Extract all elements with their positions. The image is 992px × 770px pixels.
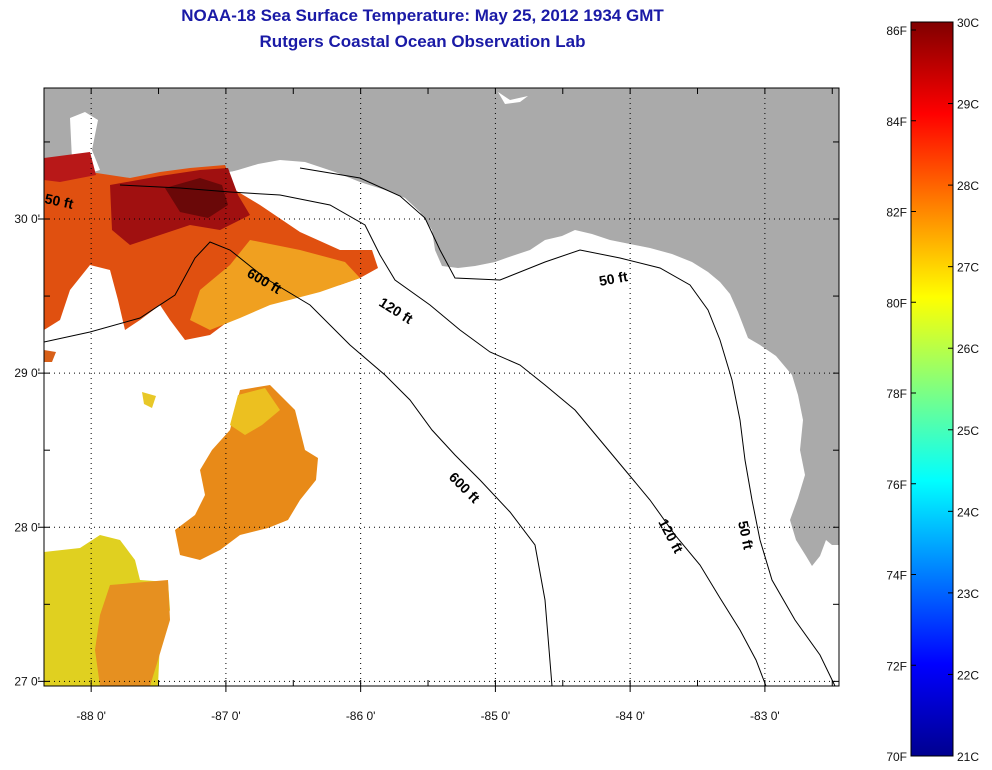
sst-patch-offshore-central-yellow xyxy=(230,388,280,435)
colorbar-label-c: 25C xyxy=(957,424,979,438)
lat-tick-label: 30 0' xyxy=(14,212,40,226)
colorbar xyxy=(910,21,954,757)
contour-600ft xyxy=(44,241,553,686)
map-frame xyxy=(43,87,840,687)
colorbar-label-c: 23C xyxy=(957,587,979,601)
sst-patch-west-coast xyxy=(44,152,96,182)
colorbar-label-c: 29C xyxy=(957,98,979,112)
colorbar-label-f: 70F xyxy=(886,750,907,764)
land-mass xyxy=(44,88,839,566)
lat-tick-label: 27 0' xyxy=(14,674,40,688)
contour-label-50ft-south: 50 ft xyxy=(735,519,757,551)
colorbar-label-c: 22C xyxy=(957,668,979,682)
contour-50ft xyxy=(299,167,836,686)
lon-tick-label: -87 0' xyxy=(211,709,241,723)
contour-label-50ft-west: 50 ft xyxy=(43,190,75,212)
map-content: 50 ft 600 ft 120 ft 50 ft 600 ft 120 ft … xyxy=(43,88,839,686)
lat-tick-label: 29 0' xyxy=(14,366,40,380)
lat-tick-label: 28 0' xyxy=(14,520,40,534)
contour-label-50ft-east: 50 ft xyxy=(598,268,629,289)
map-title: NOAA-18 Sea Surface Temperature: May 25,… xyxy=(181,6,664,25)
colorbar-label-f: 74F xyxy=(886,569,907,583)
lon-tick-label: -88 0' xyxy=(76,709,106,723)
colorbar-label-f: 72F xyxy=(886,659,907,673)
contour-120ft xyxy=(119,184,767,686)
colorbar-label-c: 28C xyxy=(957,179,979,193)
colorbar-label-f: 80F xyxy=(886,296,907,310)
colorbar-label-f: 84F xyxy=(886,115,907,129)
lon-tick-label: -85 0' xyxy=(481,709,511,723)
colorbar-label-c: 27C xyxy=(957,261,979,275)
sst-patch-edge xyxy=(190,240,360,330)
sst-patch-speck xyxy=(142,392,156,408)
lon-tick-label: -83 0' xyxy=(750,709,780,723)
sst-patch-offshore-central xyxy=(175,385,318,560)
colorbar-labels: 86F 84F 82F 80F 78F 76F 74F 72F 70F 30C 29C 28C 27C 2… xyxy=(886,16,979,764)
lon-tick-label: -86 0' xyxy=(346,709,376,723)
lon-tick-label: -84 0' xyxy=(615,709,645,723)
colorbar-label-c: 26C xyxy=(957,342,979,356)
colorbar-label-c: 30C xyxy=(957,16,979,30)
colorbar-label-f: 86F xyxy=(886,24,907,38)
colorbar-label-c: 21C xyxy=(957,750,979,764)
colorbar-label-f: 78F xyxy=(886,387,907,401)
map-axis-ticks: -88 0' -87 0' -86 0' -85 0' -84 0' -83 0' 30 0… xyxy=(14,88,839,723)
bathymetry-contours xyxy=(44,167,836,686)
sst-patch-southwest-orange xyxy=(95,580,170,686)
colorbar-label-f: 82F xyxy=(886,206,907,220)
colorbar-label-f: 76F xyxy=(886,478,907,492)
map-subtitle: Rutgers Coastal Ocean Observation Lab xyxy=(259,32,586,51)
colorbar-label-c: 24C xyxy=(957,505,979,519)
sst-data-overlay xyxy=(44,152,378,686)
sst-patch-speck-west xyxy=(44,350,56,362)
lake-outline xyxy=(498,92,528,104)
